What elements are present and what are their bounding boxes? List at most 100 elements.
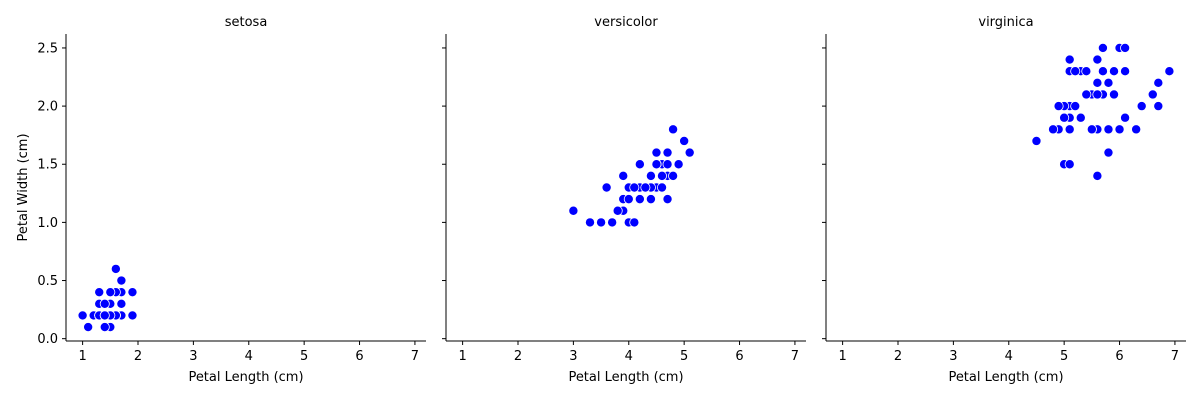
data-point <box>1103 147 1114 158</box>
x-tick-label: 6 <box>735 349 743 364</box>
data-point <box>1075 112 1086 123</box>
data-point <box>116 298 127 309</box>
data-point <box>1120 66 1131 77</box>
data-point <box>1120 112 1131 123</box>
data-point <box>1147 89 1158 100</box>
x-tick-label: 2 <box>514 349 522 364</box>
data-point <box>585 217 596 228</box>
data-point <box>668 124 679 135</box>
x-tick-label: 4 <box>625 349 633 364</box>
data-point <box>596 217 607 228</box>
y-tick-label: 2.0 <box>37 100 58 115</box>
data-point <box>1164 66 1175 77</box>
x-tick-label: 7 <box>791 349 799 364</box>
y-tick-label: 2.5 <box>37 41 58 56</box>
x-tick-label: 4 <box>1005 349 1013 364</box>
data-point <box>99 310 110 321</box>
data-point <box>1092 89 1103 100</box>
data-point <box>1114 124 1125 135</box>
panel-title: versicolor <box>594 15 658 30</box>
x-tick-label: 1 <box>78 349 86 364</box>
data-point <box>645 194 656 205</box>
panel-virginica: virginica 1 2 3 4 5 6 7 Petal Length (cm) <box>822 15 1186 385</box>
data-point <box>1092 170 1103 181</box>
x-tick-label: 4 <box>245 349 253 364</box>
data-point <box>1136 101 1147 112</box>
y-tick-label: 0.5 <box>37 274 58 289</box>
data-point <box>1086 124 1097 135</box>
data-point <box>679 135 690 146</box>
x-tick-label: 3 <box>189 349 197 364</box>
data-point <box>77 310 88 321</box>
data-point <box>662 159 673 170</box>
data-point <box>99 322 110 333</box>
data-point <box>127 310 138 321</box>
data-point <box>1097 42 1108 53</box>
data-point <box>634 194 645 205</box>
x-tick-label: 3 <box>569 349 577 364</box>
data-point <box>634 159 645 170</box>
y-tick-label: 1.5 <box>37 158 58 173</box>
panel-setosa: setosa 1 2 3 4 5 6 7 0.0 0.5 1.0 1.5 2.0 2.5 Petal Len… <box>37 15 426 385</box>
data-point <box>105 287 116 298</box>
y-axis-label: Petal Width (cm) <box>16 133 31 241</box>
panel-title: setosa <box>225 15 268 30</box>
data-point <box>1153 101 1164 112</box>
data-point <box>99 298 110 309</box>
panel-versicolor: versicolor 1 2 3 4 5 6 7 Petal Length (cm) <box>442 15 806 385</box>
x-axis-label: Petal Length (cm) <box>948 370 1063 385</box>
data-point <box>1109 66 1120 77</box>
data-point <box>1097 66 1108 77</box>
x-tick-label: 2 <box>894 349 902 364</box>
x-tick-label: 1 <box>458 349 466 364</box>
data-point <box>673 159 684 170</box>
data-point <box>1031 135 1042 146</box>
data-point <box>684 147 695 158</box>
data-point <box>1103 124 1114 135</box>
data-point <box>629 217 640 228</box>
data-point <box>1109 89 1120 100</box>
data-point <box>662 194 673 205</box>
x-tick-label: 6 <box>1115 349 1123 364</box>
data-point <box>618 170 629 181</box>
x-tick-label: 5 <box>300 349 308 364</box>
data-point <box>1092 54 1103 65</box>
data-point <box>1081 89 1092 100</box>
x-tick-label: 7 <box>411 349 419 364</box>
data-point <box>1103 77 1114 88</box>
data-point <box>1064 124 1075 135</box>
data-point <box>651 159 662 170</box>
data-point <box>1064 159 1075 170</box>
x-axis-label: Petal Length (cm) <box>188 370 303 385</box>
data-point <box>1070 101 1081 112</box>
data-point <box>623 194 634 205</box>
x-tick-label: 2 <box>134 349 142 364</box>
data-point <box>601 182 612 193</box>
data-point <box>1131 124 1142 135</box>
data-point <box>640 182 651 193</box>
x-tick-label: 7 <box>1171 349 1179 364</box>
x-tick-label: 1 <box>838 349 846 364</box>
data-point <box>657 170 668 181</box>
data-point <box>1064 54 1075 65</box>
data-point <box>127 287 138 298</box>
data-point <box>1059 112 1070 123</box>
data-point <box>629 182 640 193</box>
data-point <box>94 287 105 298</box>
x-tick-label: 5 <box>1060 349 1068 364</box>
data-point <box>1081 66 1092 77</box>
data-point <box>1048 124 1059 135</box>
data-point <box>568 205 579 216</box>
data-point <box>657 182 668 193</box>
data-point <box>1153 77 1164 88</box>
data-point <box>645 170 656 181</box>
data-point <box>1053 101 1064 112</box>
data-point <box>116 275 127 286</box>
data-point <box>607 217 618 228</box>
data-point <box>83 322 94 333</box>
x-tick-label: 5 <box>680 349 688 364</box>
data-point <box>110 263 121 274</box>
data-point <box>662 147 673 158</box>
